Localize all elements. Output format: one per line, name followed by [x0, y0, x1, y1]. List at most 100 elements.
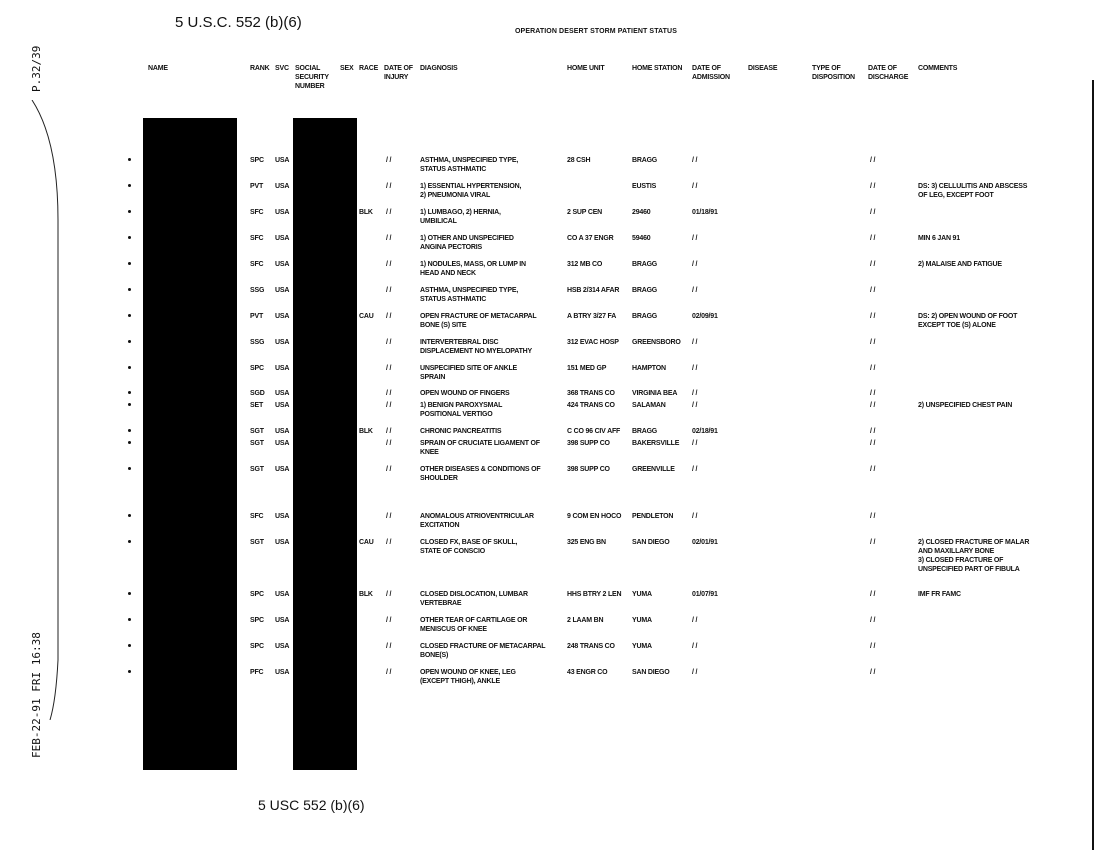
- redaction-name-column: [143, 118, 237, 770]
- cell-injury: / /: [386, 539, 392, 546]
- cell-admission: / /: [692, 365, 698, 372]
- cell-injury: / /: [386, 365, 392, 372]
- cell-unit: 2 SUP CEN: [567, 209, 603, 216]
- cell-admission: / /: [692, 513, 698, 520]
- cell-admission: 01/18/91: [692, 209, 718, 216]
- cell-injury: / /: [386, 591, 392, 598]
- cell-svc: USA: [275, 287, 290, 294]
- cell-rank: PVT: [250, 183, 264, 190]
- cell-admission: / /: [692, 402, 698, 409]
- cell-svc: USA: [275, 365, 290, 372]
- cell-station: BRAGG: [632, 428, 658, 435]
- cell-injury: / /: [386, 643, 392, 650]
- cell-comments: IMF FR FAMC: [918, 591, 961, 598]
- redaction-ssn-column: [293, 118, 357, 770]
- cell-rank: SSG: [250, 339, 265, 346]
- cell-station: YUMA: [632, 643, 652, 650]
- header-date-of-injury: DATE OF INJURY: [384, 65, 413, 81]
- cell-admission: / /: [692, 643, 698, 650]
- cell-diagnosis: 1) BENIGN PAROXYSMAL POSITIONAL VERTIGO: [420, 402, 503, 418]
- cell-unit: 325 ENG BN: [567, 539, 606, 546]
- cell-svc: USA: [275, 390, 290, 397]
- row-marker: [128, 391, 131, 394]
- exemption-note-top: 5 U.S.C. 552 (b)(6): [175, 14, 302, 31]
- cell-unit: 424 TRANS CO: [567, 402, 615, 409]
- cell-discharge: / /: [870, 235, 876, 242]
- cell-discharge: / /: [870, 157, 876, 164]
- cell-unit: 398 SUPP CO: [567, 466, 610, 473]
- cell-injury: / /: [386, 513, 392, 520]
- row-marker: [128, 670, 131, 673]
- cell-unit: 368 TRANS CO: [567, 390, 615, 397]
- cell-injury: / /: [386, 183, 392, 190]
- row-marker: [128, 429, 131, 432]
- cell-station: HAMPTON: [632, 365, 666, 372]
- cell-diagnosis: 1) LUMBAGO, 2) HERNIA, UMBILICAL: [420, 209, 501, 225]
- cell-diagnosis: OPEN WOUND OF FINGERS: [420, 390, 510, 397]
- cell-admission: / /: [692, 339, 698, 346]
- header-race: RACE: [359, 65, 379, 72]
- cell-diagnosis: UNSPECIFIED SITE OF ANKLE SPRAIN: [420, 365, 518, 381]
- fax-margin-curve: [31, 100, 59, 720]
- cell-discharge: / /: [870, 261, 876, 268]
- cell-station: BAKERSVILLE: [632, 440, 680, 447]
- cell-admission: / /: [692, 157, 698, 164]
- cell-svc: USA: [275, 209, 290, 216]
- cell-discharge: / /: [870, 643, 876, 650]
- header-home-unit: HOME UNIT: [567, 65, 605, 72]
- cell-injury: / /: [386, 287, 392, 294]
- cell-rank: SGT: [250, 428, 264, 435]
- cell-race: BLK: [359, 591, 373, 598]
- header-home-station: HOME STATION: [632, 65, 683, 72]
- cell-rank: SFC: [250, 209, 264, 216]
- cell-rank: SPC: [250, 157, 264, 164]
- cell-svc: USA: [275, 591, 290, 598]
- cell-injury: / /: [386, 440, 392, 447]
- cell-station: YUMA: [632, 617, 652, 624]
- cell-diagnosis: OPEN FRACTURE OF METACARPAL BONE (S) SIT…: [420, 313, 537, 329]
- cell-admission: / /: [692, 183, 698, 190]
- cell-injury: / /: [386, 617, 392, 624]
- cell-admission: / /: [692, 390, 698, 397]
- row-marker: [128, 366, 131, 369]
- header-svc: SVC: [275, 65, 289, 72]
- cell-station: BRAGG: [632, 287, 658, 294]
- cell-diagnosis: OTHER DISEASES & CONDITIONS OF SHOULDER: [420, 466, 541, 482]
- page-right-border: [1092, 80, 1094, 850]
- cell-svc: USA: [275, 183, 290, 190]
- cell-station: 29460: [632, 209, 651, 216]
- cell-unit: 2 LAAM BN: [567, 617, 604, 624]
- cell-rank: SFC: [250, 235, 264, 242]
- cell-svc: USA: [275, 513, 290, 520]
- cell-injury: / /: [386, 313, 392, 320]
- cell-discharge: / /: [870, 339, 876, 346]
- cell-svc: USA: [275, 339, 290, 346]
- row-marker: [128, 262, 131, 265]
- exemption-note-bottom: 5 USC 552 (b)(6): [258, 797, 365, 813]
- cell-svc: USA: [275, 539, 290, 546]
- cell-rank: SPC: [250, 617, 264, 624]
- cell-svc: USA: [275, 402, 290, 409]
- row-marker: [128, 441, 131, 444]
- cell-discharge: / /: [870, 287, 876, 294]
- row-marker: [128, 184, 131, 187]
- cell-comments: MIN 6 JAN 91: [918, 235, 960, 242]
- row-marker: [128, 236, 131, 239]
- header-date-of-admission: DATE OF ADMISSION: [692, 65, 730, 81]
- cell-admission: / /: [692, 440, 698, 447]
- header-diagnosis: DIAGNOSIS: [420, 65, 458, 72]
- header-date-of-discharge: DATE OF DISCHARGE: [868, 65, 909, 81]
- cell-rank: SGT: [250, 440, 264, 447]
- cell-rank: SPC: [250, 643, 264, 650]
- cell-rank: SSG: [250, 287, 265, 294]
- cell-injury: / /: [386, 669, 392, 676]
- cell-comments: DS: 2) OPEN WOUND OF FOOT EXCEPT TOE (S)…: [918, 313, 1018, 329]
- cell-station: BRAGG: [632, 157, 658, 164]
- cell-discharge: / /: [870, 617, 876, 624]
- cell-admission: 02/18/91: [692, 428, 718, 435]
- cell-discharge: / /: [870, 591, 876, 598]
- cell-station: PENDLETON: [632, 513, 674, 520]
- cell-rank: SFC: [250, 513, 264, 520]
- cell-injury: / /: [386, 428, 392, 435]
